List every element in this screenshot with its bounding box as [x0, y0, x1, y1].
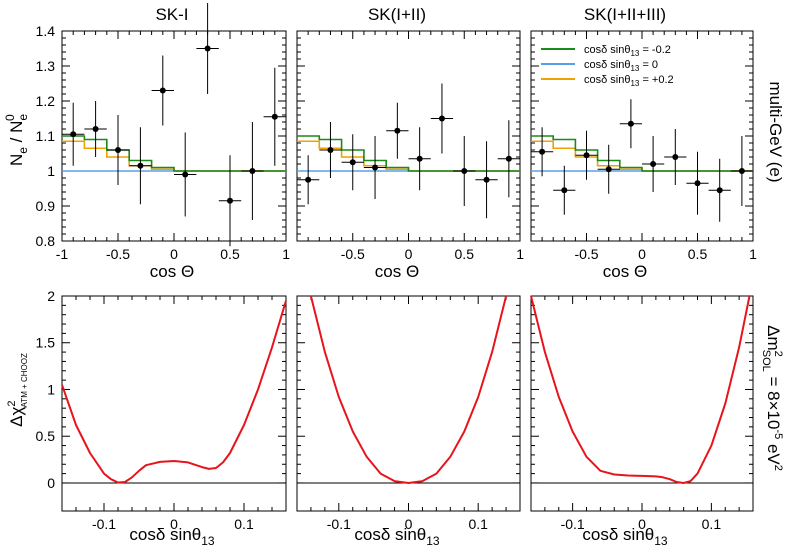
- bottom-x-tick-label: 0.1: [702, 516, 722, 532]
- bottom-x-tick-label: -0.1: [92, 516, 116, 532]
- panel-title-sk1: SK-I: [155, 5, 188, 24]
- bottom-x-tick-label: 0: [638, 516, 646, 532]
- data-point: [416, 155, 423, 162]
- bottom-y-tick-label: 0: [47, 475, 55, 491]
- data-point: [650, 161, 657, 167]
- top-y-tick-label: 1.1: [36, 128, 56, 144]
- bottom-x-axis-label-2: cosδ sinθ13: [354, 525, 440, 548]
- data-point: [204, 45, 211, 52]
- bottom-y-tick-label: 2: [47, 288, 55, 304]
- data-point: [394, 127, 401, 134]
- data-point: [349, 159, 356, 166]
- top-x-tick-label: -0.5: [341, 246, 365, 262]
- data-point: [159, 87, 166, 94]
- panel-title-sk123: SK(I+II+III): [584, 5, 666, 24]
- bottom-y-axis-label: Δχ2 ATM + CHOOZ: [6, 353, 29, 427]
- top-x-tick-label: 0: [405, 246, 413, 262]
- legend-label-neg: cosδ sinθ13 = -0.2: [584, 44, 671, 58]
- data-point: [271, 113, 278, 120]
- bottom-x-tick-label: 0.1: [468, 516, 488, 532]
- data-point: [561, 187, 568, 194]
- data-point: [505, 155, 512, 162]
- data-point: [115, 147, 121, 153]
- top-x-tick-label: 1: [749, 246, 757, 262]
- bottom-x-tick-label: 0: [170, 516, 178, 532]
- data-point: [327, 147, 334, 153]
- data-point: [249, 168, 256, 174]
- top-x-tick-label: -1: [56, 246, 69, 262]
- top-y-tick-label: 0.8: [36, 233, 56, 249]
- side-label-dm2: Δm2SOL = 8×10-5 eV2: [760, 325, 784, 471]
- top-y-tick-label: 1.4: [36, 23, 56, 39]
- top-x-tick-label: 0: [638, 246, 646, 262]
- top-x-tick-label: 1: [516, 246, 524, 262]
- bottom-x-tick-label: -0.1: [561, 516, 585, 532]
- data-point: [716, 187, 723, 194]
- bottom-x-tick-label: 0: [405, 516, 413, 532]
- data-point: [583, 152, 590, 159]
- top-x-tick-label: 0: [170, 246, 178, 262]
- top-x-tick-label: -0.5: [106, 246, 130, 262]
- data-point: [137, 162, 144, 169]
- data-point: [605, 166, 612, 173]
- data-point: [372, 164, 379, 171]
- side-label-multigev: multi-GeV (e): [766, 81, 785, 182]
- plots-layer: -1 -0.5 0 0.5 1 0.8 0.9 1 1.1 1.2 1.3 1.4 -0.5 0 0.5 1 -…: [36, 3, 757, 532]
- bottom-y-tick-label: 1.5: [36, 335, 56, 351]
- data-point: [70, 131, 77, 138]
- top-y-tick-label: 1: [47, 163, 55, 179]
- top-x-axis-label-1: cos Θ: [150, 262, 194, 281]
- data-point: [694, 180, 701, 187]
- chi2-curve-3: [530, 295, 751, 484]
- bottom-x-axis-label-3: cosδ sinθ13: [582, 525, 668, 548]
- panel-title-sk12: SK(I+II): [368, 5, 426, 24]
- top-y-tick-label: 1.2: [36, 93, 56, 109]
- chi2-curve-2: [309, 295, 508, 484]
- data-point: [627, 120, 634, 127]
- legend-label-zero: cosδ sinθ13 = 0: [584, 59, 658, 73]
- bottom-x-tick-label: 0.1: [234, 516, 254, 532]
- data-point: [539, 148, 546, 155]
- top-x-tick-label: 0.5: [688, 246, 708, 262]
- bottom-frame-3: [530, 295, 754, 512]
- data-point: [305, 176, 312, 183]
- top-x-tick-label: 0.5: [455, 246, 475, 262]
- top-x-tick-label: 1: [282, 246, 290, 262]
- data-point: [672, 154, 679, 160]
- top-x-axis-label-3: cos Θ: [603, 262, 647, 281]
- top-x-tick-label: -0.5: [574, 246, 598, 262]
- bottom-frame-2: [296, 295, 521, 512]
- data-point: [92, 126, 99, 132]
- top-x-axis-label-2: cos Θ: [375, 262, 419, 281]
- bottom-x-tick-label: -0.1: [327, 516, 351, 532]
- top-y-axis-label: Ne / Ne0: [3, 114, 30, 166]
- top-y-tick-label: 0.9: [36, 198, 56, 214]
- legend-label-pos: cosδ sinθ13 = +0.2: [584, 74, 674, 88]
- chi2-curve-1: [61, 300, 287, 484]
- data-point: [461, 168, 468, 174]
- bottom-y-tick-label: 0.5: [36, 428, 56, 444]
- data-point: [227, 197, 233, 204]
- bottom-x-axis-label-1: cosδ sinθ13: [129, 525, 215, 548]
- legend: cosδ sinθ13 = -0.2 cosδ sinθ13 = 0 cosδ …: [541, 44, 674, 88]
- top-y-tick-label: 1.3: [36, 58, 56, 74]
- data-point: [483, 176, 490, 183]
- data-point: [438, 115, 445, 122]
- top-x-tick-label: 0.5: [220, 246, 240, 262]
- bottom-y-tick-label: 1: [47, 381, 55, 397]
- data-point: [182, 171, 189, 178]
- data-point: [738, 168, 745, 174]
